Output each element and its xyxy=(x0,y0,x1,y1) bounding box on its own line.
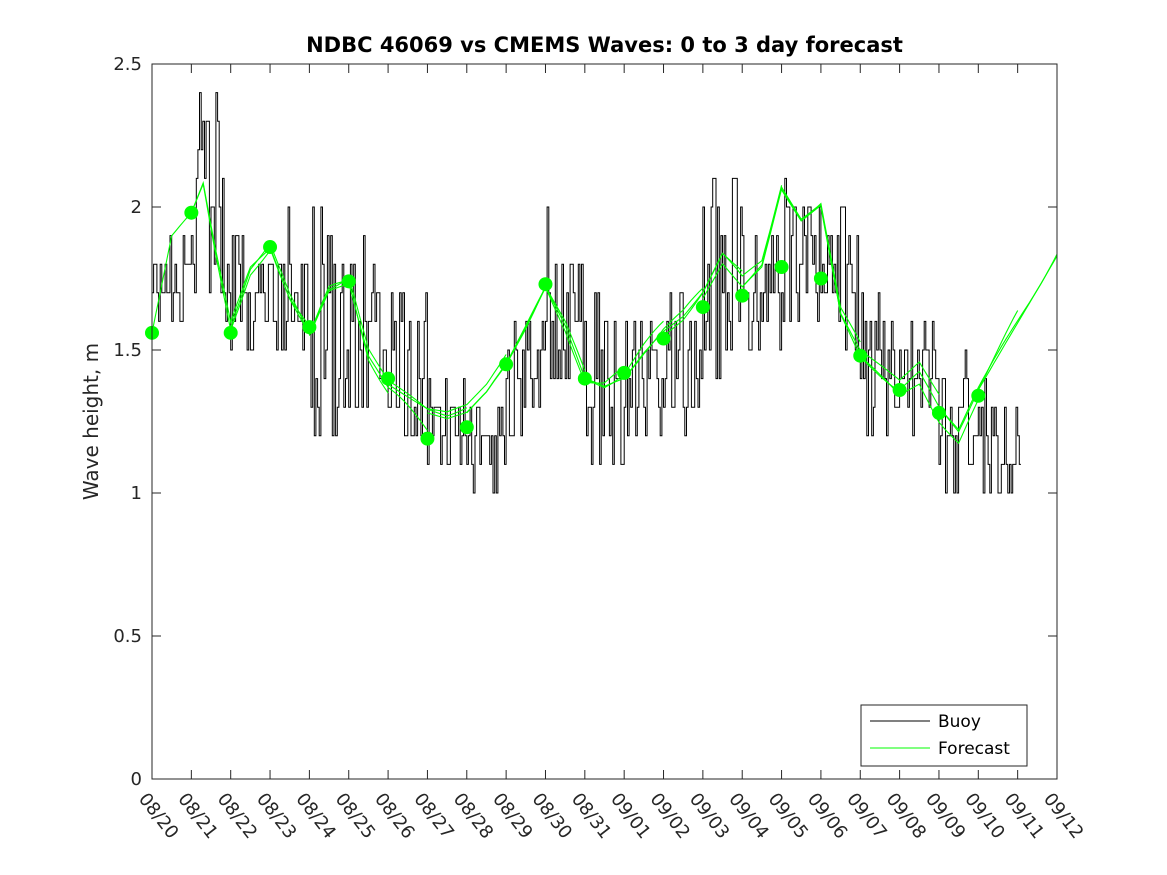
x-tick-label: 08/23 xyxy=(252,789,300,843)
x-tick-label: 08/22 xyxy=(213,789,261,843)
forecast-run-line xyxy=(151,182,271,333)
forecast-day-marker xyxy=(263,240,278,255)
x-tick-label: 09/12 xyxy=(1039,789,1087,843)
forecast-run-line xyxy=(938,253,1058,431)
y-axis-label: Wave height, m xyxy=(79,343,103,500)
forecast-day-marker xyxy=(223,325,238,340)
forecast-run-line xyxy=(348,275,468,417)
forecast-day-marker xyxy=(302,320,317,335)
y-tick-label: 2.5 xyxy=(113,54,142,75)
forecast-run-line xyxy=(545,286,664,389)
x-tick-label: 08/29 xyxy=(488,789,536,843)
forecast-day-marker xyxy=(774,260,789,275)
forecast-run-line xyxy=(505,286,625,384)
x-tick-label: 08/25 xyxy=(331,789,379,843)
x-tick-label: 08/31 xyxy=(567,789,615,843)
forecast-run-line xyxy=(308,281,428,431)
forecast-run-line xyxy=(977,255,1058,391)
x-tick-label: 08/21 xyxy=(173,789,221,843)
x-tick-label: 09/01 xyxy=(606,789,654,843)
forecast-day-marker xyxy=(892,383,907,398)
legend-label-buoy: Buoy xyxy=(938,712,981,732)
y-tick-label: 0 xyxy=(131,769,142,790)
forecast-day-marker xyxy=(735,288,750,303)
x-tick-label: 08/26 xyxy=(370,789,418,843)
legend-label-forecast: Forecast xyxy=(938,739,1010,759)
x-tick-label: 09/10 xyxy=(960,789,1008,843)
plot-frame xyxy=(151,63,1058,780)
forecast-day-marker xyxy=(499,357,514,372)
x-tick-label: 09/03 xyxy=(685,789,733,843)
forecast-run-line xyxy=(387,354,507,413)
x-tick-label: 09/05 xyxy=(764,789,812,843)
forecast-day-marker xyxy=(971,388,986,403)
forecast-day-marker xyxy=(420,431,435,446)
x-tick-label: 09/08 xyxy=(882,789,930,843)
forecast-day-marker xyxy=(813,271,828,286)
x-tick-label: 09/09 xyxy=(921,789,969,843)
y-tick-label: 1.5 xyxy=(113,340,142,361)
buoy-series-line xyxy=(152,92,1021,494)
x-tick-label: 08/24 xyxy=(291,789,339,843)
legend-box xyxy=(860,704,1028,767)
forecast-run-line xyxy=(899,310,1019,433)
forecast-run-line xyxy=(230,242,350,335)
forecast-run-line xyxy=(859,355,979,445)
forecast-day-marker xyxy=(617,365,632,380)
forecast-run-line xyxy=(269,246,389,394)
x-tick-label: 09/11 xyxy=(1000,789,1048,843)
forecast-day-marker xyxy=(853,348,868,363)
forecast-day-marker xyxy=(538,277,553,292)
x-tick-label: 09/07 xyxy=(842,789,890,843)
x-tick-label: 08/20 xyxy=(134,789,182,843)
y-axis: 0 0.5 1 1.5 2 2.5 xyxy=(113,54,1057,790)
forecast-day-marker xyxy=(341,274,356,289)
forecast-day-marker xyxy=(459,420,474,435)
forecast-day-marker xyxy=(695,300,710,315)
forecast-run-line xyxy=(466,285,586,414)
forecast-day-marker xyxy=(577,371,592,386)
forecast-day-marker xyxy=(656,331,671,346)
forecast-day-marker xyxy=(184,205,199,220)
x-tick-label: 09/06 xyxy=(803,789,851,843)
x-tick-label: 09/02 xyxy=(646,789,694,843)
y-tick-label: 1 xyxy=(131,483,142,504)
forecast-run-line xyxy=(663,185,783,337)
forecast-run-line xyxy=(584,287,704,387)
x-tick-label: 08/27 xyxy=(409,789,457,843)
x-tick-label: 08/28 xyxy=(449,789,497,843)
plot-area xyxy=(145,92,1058,494)
y-tick-label: 0.5 xyxy=(113,626,142,647)
chart-title: NDBC 46069 vs CMEMS Waves: 0 to 3 day fo… xyxy=(306,33,903,57)
forecast-day-marker xyxy=(931,405,946,420)
forecast-run-line xyxy=(820,206,940,395)
x-tick-label: 09/04 xyxy=(724,789,772,843)
forecast-day-marker xyxy=(381,371,396,386)
forecast-run-line xyxy=(741,185,861,343)
y-tick-label: 2 xyxy=(131,197,142,218)
x-tick-label: 08/30 xyxy=(528,789,576,843)
legend: Buoy Forecast xyxy=(860,704,1028,767)
